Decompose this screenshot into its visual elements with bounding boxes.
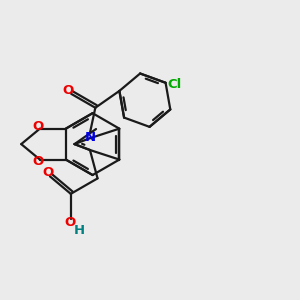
Text: O: O <box>33 155 44 168</box>
Text: N: N <box>85 131 96 144</box>
Text: O: O <box>42 166 53 179</box>
Text: H: H <box>74 224 85 237</box>
Text: O: O <box>64 216 76 229</box>
Text: O: O <box>33 120 44 133</box>
Text: O: O <box>62 84 73 97</box>
Text: Cl: Cl <box>167 78 182 91</box>
